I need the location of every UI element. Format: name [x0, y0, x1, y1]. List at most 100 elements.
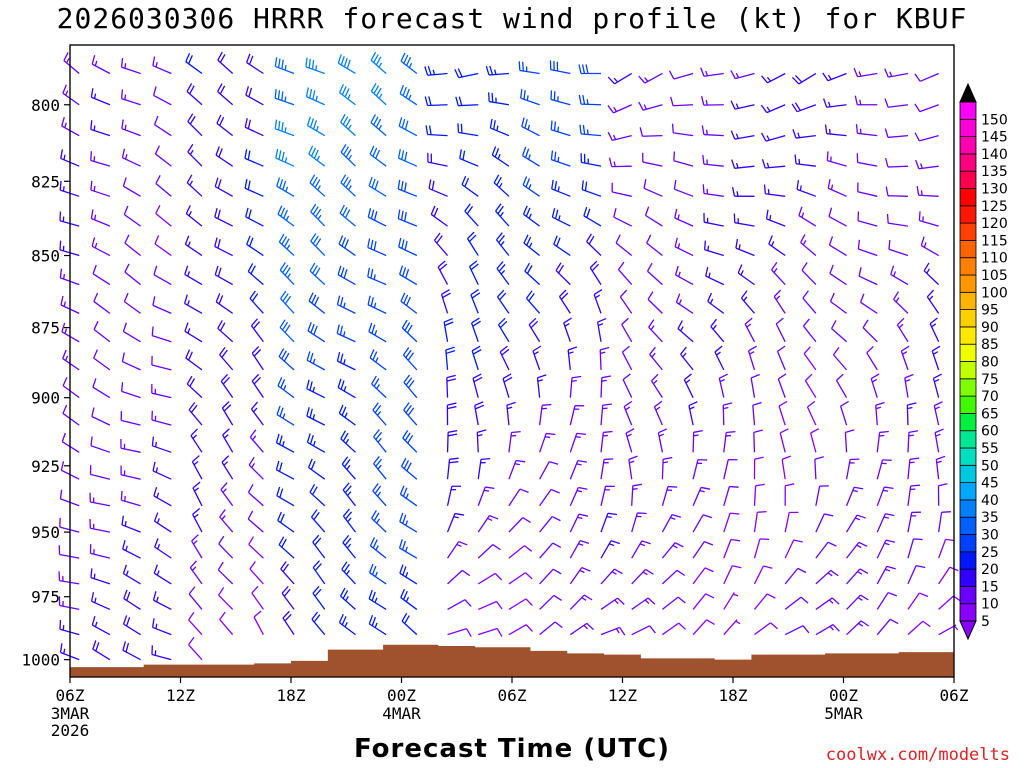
wind-barb — [876, 618, 899, 636]
wind-barb — [342, 508, 356, 533]
wind-barb — [600, 597, 625, 610]
wind-barb — [522, 205, 541, 227]
wind-barb — [752, 401, 762, 426]
wind-barb — [815, 513, 834, 533]
wind-barb — [539, 515, 561, 533]
wind-barb — [876, 565, 896, 585]
wind-barb — [680, 346, 694, 371]
wind-barb — [539, 461, 559, 480]
wind-barb — [644, 206, 663, 227]
wind-barb — [248, 536, 264, 559]
wind-barb — [488, 92, 510, 106]
wind-barb — [91, 616, 111, 636]
x-tick-label: 06Z — [56, 686, 85, 705]
wind-barb — [600, 430, 613, 453]
wind-barb — [424, 65, 448, 76]
wind-barb — [608, 157, 632, 168]
wind-barb — [341, 561, 356, 585]
wind-barb — [62, 84, 80, 106]
wind-barb — [368, 176, 387, 197]
wind-barb — [710, 318, 725, 343]
wind-barb — [857, 211, 878, 227]
wind-barb — [274, 57, 295, 75]
colorbar-label: 25 — [981, 545, 999, 561]
wind-barb — [89, 465, 111, 480]
colorbar-segment — [959, 534, 977, 553]
wind-barb — [312, 560, 326, 585]
wind-barb — [461, 175, 479, 197]
x-tick-label: 06Z — [940, 686, 969, 705]
wind-barb — [643, 179, 663, 197]
wind-barb — [120, 411, 141, 426]
wind-barb — [123, 205, 141, 227]
wind-barb — [216, 114, 234, 137]
wind-barb — [251, 585, 264, 610]
wind-barb — [773, 289, 786, 314]
wind-barb — [823, 98, 847, 108]
wind-barb — [188, 586, 203, 610]
x-tick-label: 12Z — [166, 686, 195, 705]
wind-barb — [508, 545, 533, 559]
wind-barb — [122, 322, 141, 343]
wind-barb — [753, 456, 764, 480]
wind-barb — [700, 67, 724, 77]
wind-barb — [855, 124, 878, 137]
wind-barb — [90, 209, 111, 227]
wind-barb — [337, 265, 356, 286]
wind-barb — [600, 512, 618, 533]
wind-barb — [893, 291, 909, 314]
wind-barb — [152, 56, 172, 75]
wind-barb — [489, 118, 510, 137]
wind-barb — [219, 509, 234, 533]
wind-barb — [447, 599, 472, 610]
wind-barb — [607, 104, 632, 114]
wind-barb — [403, 374, 418, 399]
wind-barb — [563, 317, 572, 342]
y-tick-label: 850 — [31, 247, 60, 266]
wind-barb — [692, 619, 715, 636]
wind-barb — [784, 596, 809, 610]
source-credit[interactable]: coolwx.com/modelts — [825, 745, 1010, 765]
wind-barb — [638, 72, 663, 84]
colorbar-segment — [959, 499, 977, 518]
wind-barb — [831, 320, 847, 343]
wind-barb — [121, 119, 141, 137]
wind-barb — [522, 176, 540, 197]
wind-barb — [185, 349, 203, 371]
wind-barb — [600, 626, 626, 636]
wind-barb — [723, 485, 739, 506]
wind-barb — [870, 373, 880, 398]
y-tick-label: 900 — [31, 389, 60, 408]
wind-barb — [278, 233, 295, 257]
wind-barb — [477, 486, 495, 507]
wind-barb — [832, 346, 848, 371]
wind-barb — [923, 262, 940, 286]
wind-barb — [338, 235, 356, 257]
wind-barb — [907, 538, 923, 559]
wind-barb — [275, 148, 295, 167]
wind-barb — [477, 457, 491, 480]
colorbar-label: 15 — [981, 579, 999, 595]
wind-barb — [619, 289, 633, 314]
wind-barb — [312, 534, 326, 559]
wind-barb — [91, 237, 111, 257]
wind-barb — [220, 482, 234, 507]
wind-barb — [866, 345, 878, 371]
wind-barb — [369, 349, 387, 371]
wind-barb — [305, 87, 326, 106]
wind-barb — [801, 262, 817, 286]
colorbar-segment — [959, 136, 977, 155]
wind-barb — [276, 486, 295, 507]
wind-barb — [367, 267, 387, 286]
wind-barb — [472, 373, 483, 398]
wind-barb — [938, 595, 962, 610]
wind-barb — [753, 565, 773, 585]
colorbar-label: 115 — [981, 233, 1008, 249]
wind-barb — [896, 317, 909, 343]
wind-barb — [89, 544, 111, 559]
wind-barb — [730, 130, 755, 140]
wind-barb — [744, 317, 756, 343]
wind-barb — [186, 83, 203, 106]
wind-barb — [815, 485, 829, 506]
wind-barb — [617, 261, 633, 286]
